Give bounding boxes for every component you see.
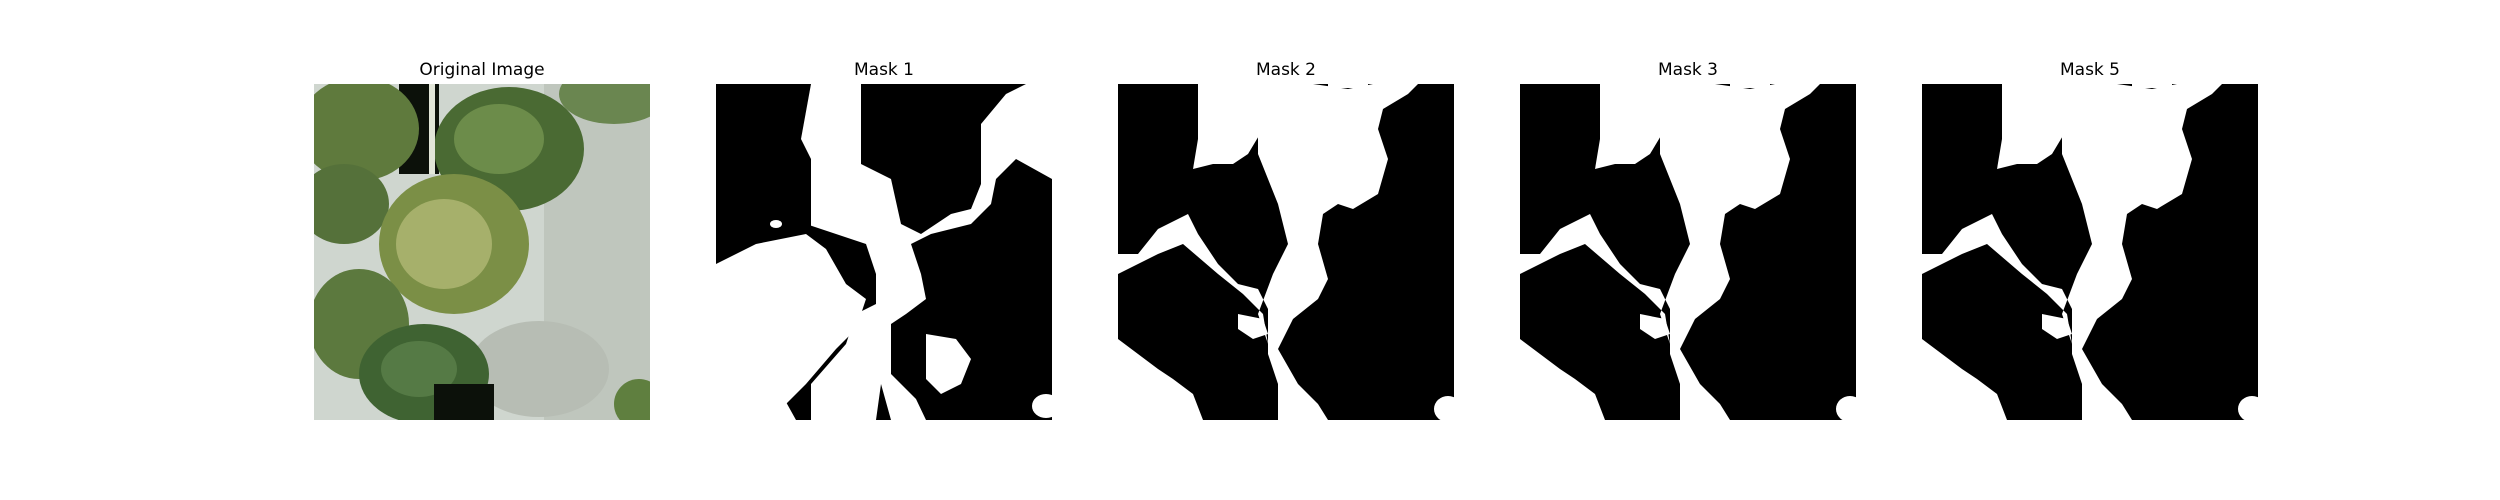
panel-title: Mask 5 [2059,60,2120,80]
mask-2-image [1118,84,1454,420]
original-image [314,84,650,420]
mask-3-image [1520,84,1856,420]
panel-title: Original Image [419,60,545,80]
panel-title: Mask 3 [1657,60,1718,80]
panel-title: Mask 2 [1255,60,1316,80]
panel-title: Mask 1 [853,60,914,80]
mask-5-image [1922,84,2258,420]
mask-1-image [716,84,1052,420]
